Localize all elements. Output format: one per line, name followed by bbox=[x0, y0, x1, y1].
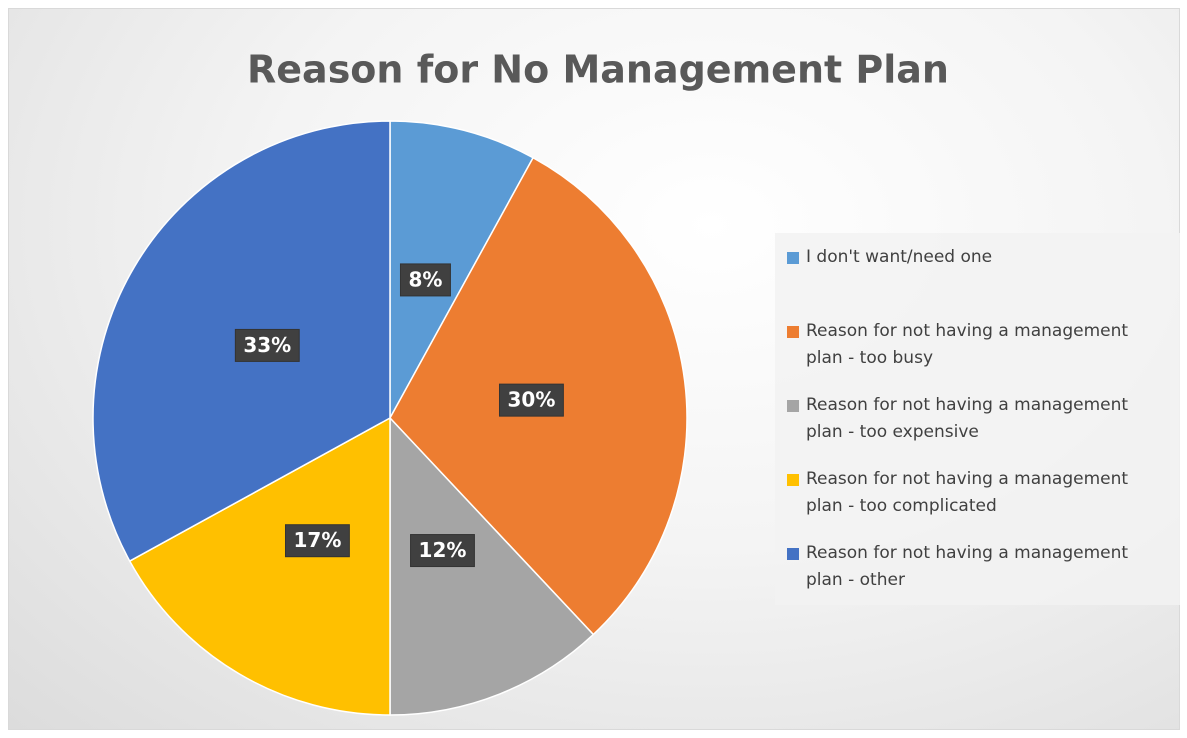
data-label: 30% bbox=[498, 383, 564, 417]
legend-swatch bbox=[787, 474, 799, 486]
legend-label: Reason for not having a management plan … bbox=[806, 321, 1129, 368]
legend-label: I don't want/need one bbox=[806, 247, 993, 267]
legend-swatch bbox=[787, 326, 799, 338]
legend-item: Reason for not having a management plan … bbox=[787, 392, 1180, 466]
data-label-text: 12% bbox=[419, 538, 467, 562]
legend-swatch bbox=[787, 252, 799, 264]
legend-item: Reason for not having a management plan … bbox=[787, 318, 1180, 392]
pie-slice bbox=[128, 416, 391, 716]
legend-label: Reason for not having a management plan … bbox=[806, 543, 1129, 590]
data-label: 12% bbox=[410, 534, 475, 568]
data-label: 33% bbox=[234, 328, 300, 362]
data-label: 8% bbox=[399, 263, 451, 297]
data-label-box bbox=[410, 534, 475, 568]
legend-swatch bbox=[787, 400, 799, 412]
pie-slice bbox=[389, 416, 595, 716]
legend-item: Reason for not having a management plan … bbox=[787, 466, 1180, 540]
data-label-box bbox=[284, 524, 350, 558]
data-label-text: 8% bbox=[408, 267, 442, 291]
legend-item: I don't want/need one bbox=[787, 244, 1180, 318]
pie-slice bbox=[389, 120, 535, 419]
legend-label: Reason for not having a management plan … bbox=[806, 469, 1129, 516]
data-label-box bbox=[498, 383, 564, 417]
legend-label: Reason for not having a management plan … bbox=[806, 395, 1129, 442]
legend-item: Reason for not having a management plan … bbox=[787, 540, 1180, 614]
legend-swatch bbox=[787, 548, 799, 560]
legend: I don't want/need one Reason for not havi… bbox=[775, 233, 1180, 605]
data-label-text: 33% bbox=[243, 333, 291, 357]
data-label-box bbox=[234, 328, 300, 362]
data-label: 17% bbox=[284, 524, 350, 558]
data-label-box bbox=[399, 263, 451, 297]
chart-title: Reason for No Management Plan bbox=[247, 48, 949, 92]
data-label-text: 17% bbox=[293, 528, 341, 552]
data-label-text: 30% bbox=[507, 388, 555, 412]
